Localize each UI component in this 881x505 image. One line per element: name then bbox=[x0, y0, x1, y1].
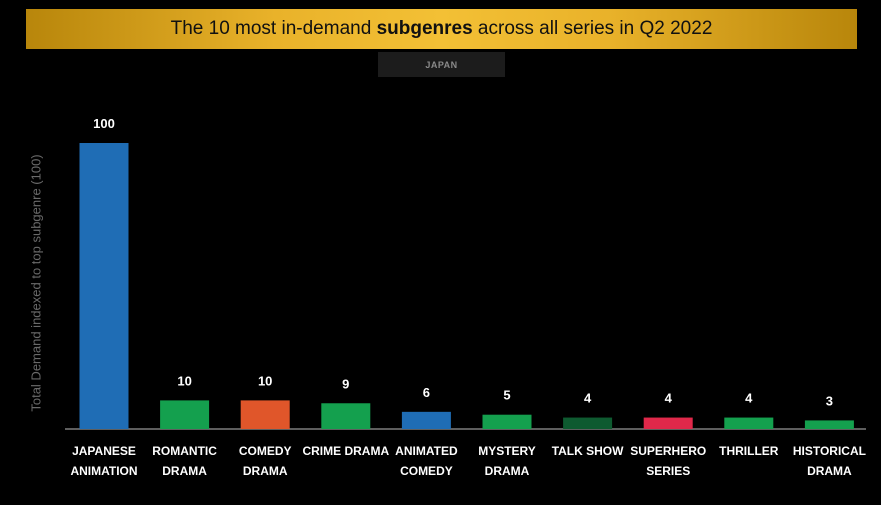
country-tag: JAPAN bbox=[378, 52, 505, 77]
bar-value-label: 3 bbox=[826, 393, 833, 408]
category-label: ANIMATED bbox=[395, 444, 458, 458]
category-label: SERIES bbox=[646, 464, 690, 478]
bars-group: 100 JAPANESE ANIMATION 10 ROMANTIC DRAMA 10 COM… bbox=[70, 116, 866, 478]
bar-value-label: 10 bbox=[177, 373, 191, 388]
bar-value-label: 4 bbox=[745, 391, 753, 406]
category-label: JAPANESE bbox=[72, 444, 136, 458]
bar-value-label: 10 bbox=[258, 373, 272, 388]
category-label: THRILLER bbox=[719, 444, 779, 458]
category-label: HISTORICAL bbox=[793, 444, 866, 458]
bar bbox=[321, 403, 371, 429]
category-label: COMEDY bbox=[400, 464, 453, 478]
category-label: TALK SHOW bbox=[552, 444, 624, 458]
category-label: SUPERHERO bbox=[630, 444, 706, 458]
title-suffix: across all series in Q2 2022 bbox=[472, 18, 713, 39]
category-label: DRAMA bbox=[162, 464, 207, 478]
bar-value-label: 4 bbox=[584, 391, 592, 406]
bar-value-label: 5 bbox=[503, 388, 510, 403]
bar bbox=[563, 417, 613, 429]
title-emphasis: subgenres bbox=[376, 18, 473, 39]
category-label: DRAMA bbox=[807, 464, 852, 478]
bar bbox=[401, 411, 451, 429]
bar-value-label: 6 bbox=[423, 385, 430, 400]
bar bbox=[482, 414, 532, 429]
category-label: DRAMA bbox=[485, 464, 530, 478]
category-label: MYSTERY bbox=[478, 444, 536, 458]
category-label: ANIMATION bbox=[70, 464, 137, 478]
chart-title-banner: The 10 most in-demand subgenres across a… bbox=[26, 9, 857, 49]
category-label: DRAMA bbox=[243, 464, 288, 478]
bar bbox=[79, 143, 129, 429]
category-label: ROMANTIC bbox=[152, 444, 217, 458]
category-label: COMEDY bbox=[239, 444, 292, 458]
bar bbox=[160, 400, 210, 429]
bar bbox=[804, 420, 854, 429]
bar bbox=[724, 417, 774, 429]
bar-value-label: 9 bbox=[342, 376, 349, 391]
bar bbox=[240, 400, 290, 429]
bar bbox=[643, 417, 693, 429]
title-prefix: The 10 most in-demand bbox=[170, 18, 377, 39]
bar-value-label: 4 bbox=[665, 391, 673, 406]
bar-value-label: 100 bbox=[93, 116, 115, 131]
category-label: CRIME DRAMA bbox=[302, 444, 389, 458]
